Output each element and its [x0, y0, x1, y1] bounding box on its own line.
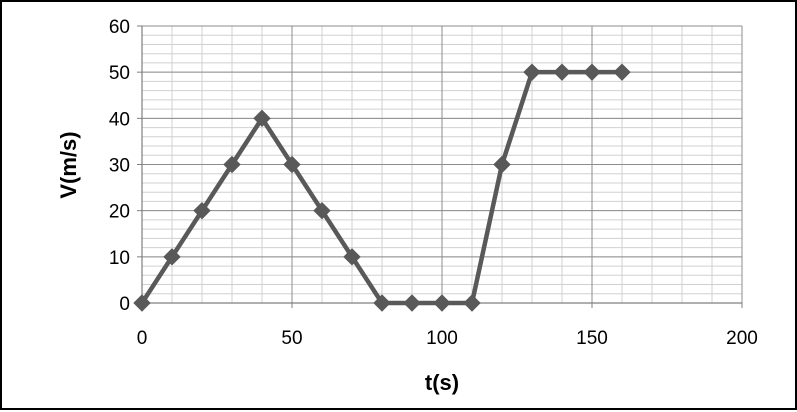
series — [133, 63, 631, 312]
x-axis-ticks: 0 50 100 150 200 — [137, 328, 758, 349]
data-point-marker — [133, 294, 151, 312]
data-point-marker — [163, 248, 181, 266]
y-axis-title: V(m/s) — [56, 131, 81, 198]
data-point-marker — [553, 63, 571, 81]
data-point-marker — [313, 201, 331, 220]
data-point-marker — [373, 294, 391, 312]
data-point-marker — [613, 63, 631, 81]
y-tick-label: 50 — [109, 63, 130, 84]
data-point-marker — [343, 248, 361, 266]
data-point-marker — [403, 294, 421, 312]
y-tick-label: 0 — [119, 294, 130, 315]
y-tick-label: 20 — [109, 202, 130, 223]
x-axis-title: t(s) — [425, 370, 459, 395]
data-point-marker — [283, 155, 301, 174]
data-point-marker — [433, 294, 451, 312]
data-point-marker — [493, 155, 511, 174]
y-tick-label: 30 — [109, 156, 130, 177]
x-tick-label: 50 — [281, 328, 302, 349]
data-point-marker — [193, 201, 211, 220]
y-axis-ticks: 0 10 20 30 40 50 60 — [109, 17, 130, 315]
x-tick-label: 0 — [137, 328, 148, 349]
x-tick-label: 150 — [576, 328, 608, 349]
data-point-marker — [463, 294, 481, 312]
y-tick-label: 60 — [109, 17, 130, 38]
data-point-marker — [253, 109, 271, 128]
x-tick-label: 100 — [426, 328, 458, 349]
data-point-marker — [523, 63, 541, 81]
y-tick-label: 10 — [109, 248, 130, 269]
data-point-marker — [223, 155, 241, 174]
y-tick-label: 40 — [109, 109, 130, 130]
data-point-marker — [583, 63, 601, 81]
x-tick-label: 200 — [726, 328, 758, 349]
